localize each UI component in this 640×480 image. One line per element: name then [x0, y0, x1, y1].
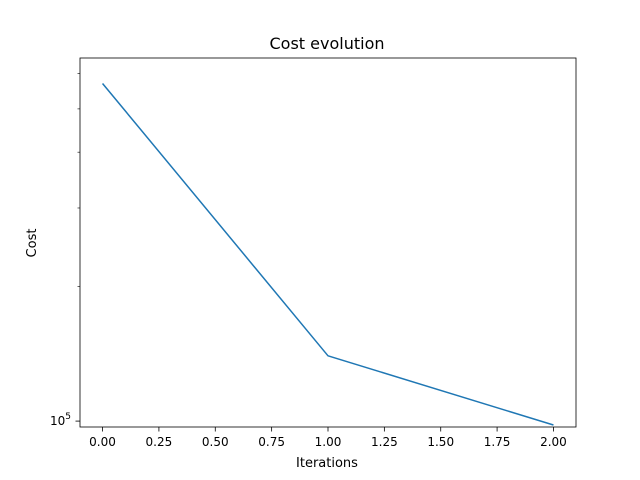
x-axis-label: Iterations	[296, 456, 358, 471]
x-tick-label: 0.75	[258, 435, 285, 449]
chart-title: Cost evolution	[270, 34, 385, 53]
x-tick-label: 0.00	[89, 435, 116, 449]
x-tick-label: 2.00	[540, 435, 567, 449]
x-tick-label: 0.50	[202, 435, 229, 449]
y-axis-label: Cost	[25, 229, 40, 258]
x-tick-label: 0.25	[146, 435, 173, 449]
plot-area: 0.00 0.25 0.50 0.75 1.00 1.25 1.50 1.75 2.00 105	[50, 57, 577, 449]
x-tick-label: 1.50	[427, 435, 454, 449]
x-tick-label: 1.00	[315, 435, 342, 449]
x-tick-label: 1.75	[484, 435, 511, 449]
cost-series-line	[101, 82, 554, 426]
x-tick-label: 1.25	[371, 435, 398, 449]
y-tick-label: 105	[50, 412, 71, 428]
